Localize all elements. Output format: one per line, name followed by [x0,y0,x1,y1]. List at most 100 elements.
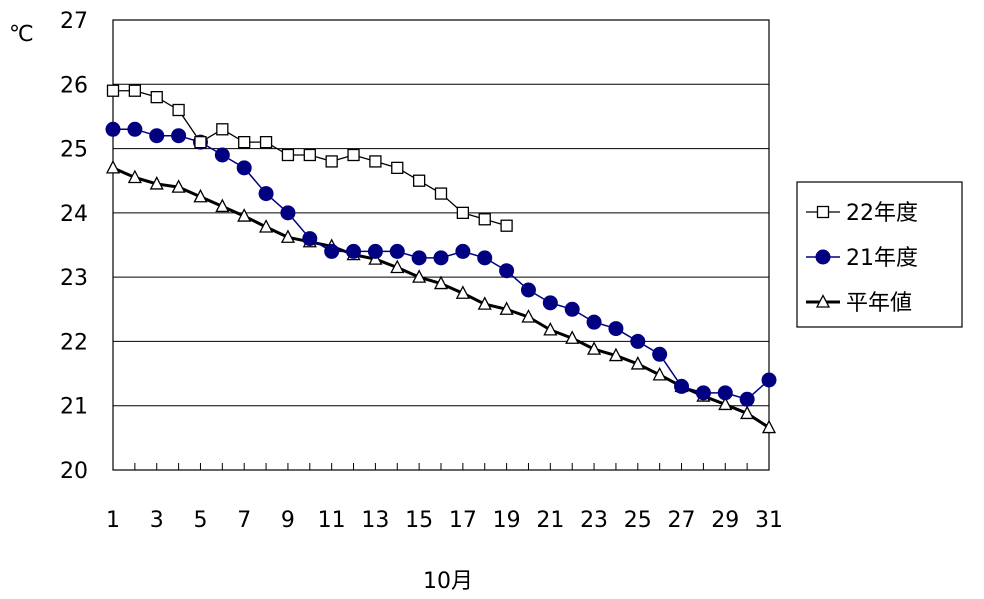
x-tick-label: 25 [624,508,652,533]
data-point [216,123,229,136]
legend-label: 平年値 [846,291,912,316]
y-tick-label: 21 [60,395,88,420]
data-point [214,147,230,163]
data-point [433,250,449,266]
y-tick-label: 22 [60,330,88,355]
x-tick-label: 29 [711,508,739,533]
series-2 [105,159,777,434]
data-point [302,231,318,247]
data-point [149,128,165,144]
data-point [630,356,645,370]
x-tick-label: 7 [237,508,251,533]
x-tick-label: 13 [361,508,389,533]
data-point [718,396,733,411]
data-point [149,176,164,190]
data-point [586,314,602,330]
data-point [303,148,316,162]
y-tick-label: 26 [60,73,88,98]
data-point [281,148,295,162]
data-point [127,121,143,137]
data-point [739,391,755,407]
data-point [695,385,711,401]
y-tick-label: 20 [60,459,88,484]
x-tick-label: 15 [405,508,433,533]
data-point [815,294,831,308]
data-point [740,405,755,420]
data-point [280,205,296,221]
data-point [411,250,427,266]
data-series [105,84,777,434]
y-tick-labels: 20 21 22 23 24 25 26 27 [60,9,88,484]
data-point [630,333,646,349]
data-point [761,372,777,388]
axes [112,19,770,471]
data-point [499,263,515,279]
data-point [816,205,830,219]
y-tick-label: 23 [60,266,88,291]
x-tick-label: 31 [755,508,783,533]
data-point [127,169,142,184]
series-line [112,166,770,429]
data-point [367,243,383,259]
data-point [325,155,338,168]
data-point [499,301,514,315]
y-tick-label: 27 [60,9,88,34]
data-point [608,321,624,337]
data-point [280,229,296,243]
x-tick-label: 17 [449,508,477,533]
series-1 [105,121,777,407]
data-point [236,160,252,176]
data-point [477,250,493,266]
data-point [674,378,690,394]
x-tick-label: 3 [150,508,164,533]
data-point [455,243,471,259]
data-point [543,321,558,336]
x-tick-label: 11 [318,508,346,533]
data-point [456,206,470,220]
data-point [259,135,273,149]
data-point [652,366,667,381]
data-point [652,346,668,362]
data-point [500,219,513,232]
data-point [346,243,362,259]
data-point [369,155,382,168]
data-point [412,269,427,283]
data-point [520,282,536,298]
data-point [258,186,274,202]
data-point [171,179,186,193]
legend-label: 21年度 [846,246,918,271]
data-point [171,128,187,144]
data-point [608,347,624,362]
data-point [761,419,777,434]
data-point [390,259,405,274]
data-point [193,188,208,203]
x-axis-label: 10月 [423,569,473,594]
data-point [238,135,251,149]
data-point [586,341,602,355]
x-tick-label: 21 [536,508,564,533]
data-point [194,135,207,149]
data-point [324,243,340,259]
data-point [347,148,360,162]
plot-area-border [112,19,770,471]
data-point [172,103,185,117]
data-point [434,187,448,200]
series-0 [106,84,513,232]
data-point [542,295,558,311]
y-tick-label: 25 [60,138,88,163]
data-point [215,198,230,213]
data-point [128,84,142,97]
x-tick-label: 23 [580,508,608,533]
data-point [391,161,404,175]
y-tick-label: 24 [60,202,88,227]
x-tick-label: 1 [106,508,120,533]
x-tick-label: 19 [493,508,521,533]
x-tick-labels: 1 3 5 7 9 11 13 15 17 19 21 23 25 27 29 31 [106,508,783,533]
data-point [815,249,831,265]
data-point [521,309,536,323]
data-point [412,174,426,187]
legend-label: 22年度 [846,201,918,226]
data-point [105,159,121,174]
